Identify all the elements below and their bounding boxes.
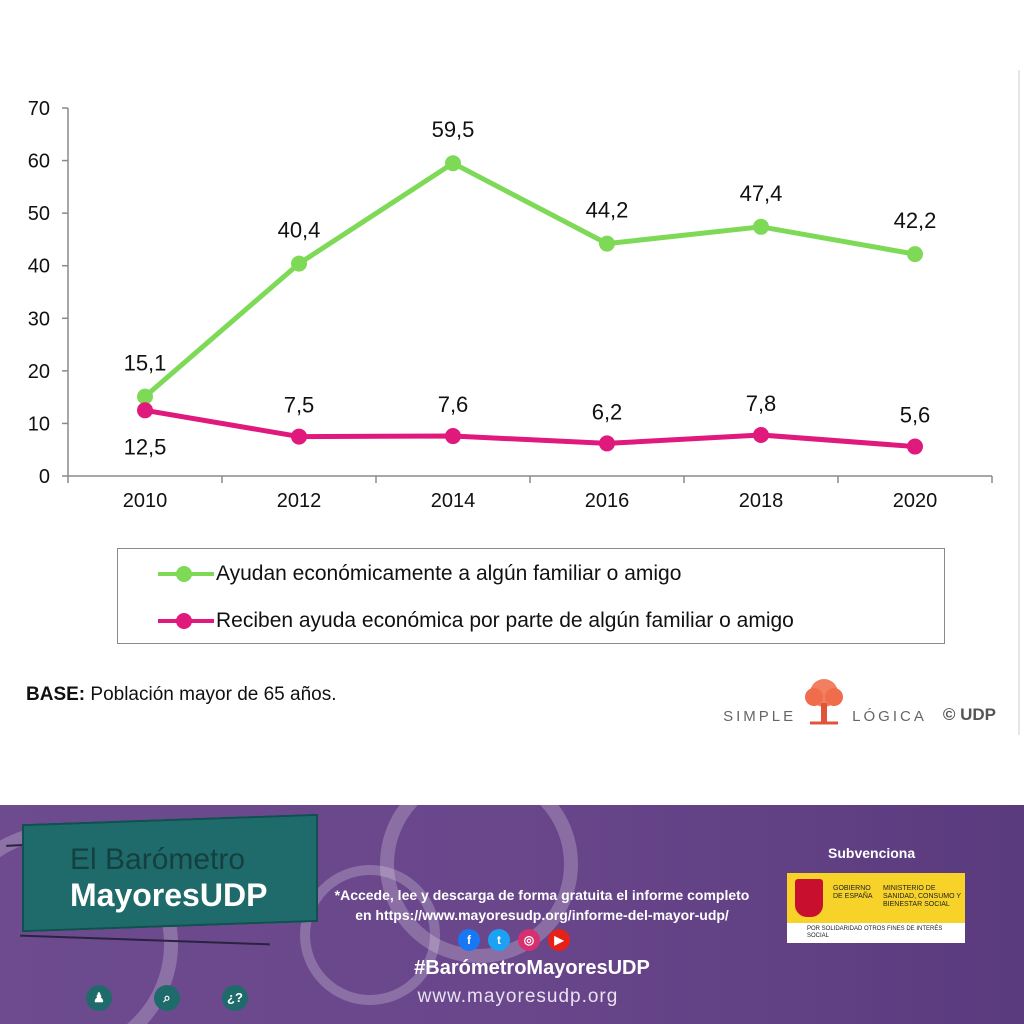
series-2-point — [291, 428, 307, 445]
brand-simple: SIMPLE — [723, 708, 797, 725]
decor-circle-3 — [300, 865, 440, 1005]
brand-logica: LÓGICA — [852, 708, 927, 725]
data-label-series-2: 12,5 — [124, 434, 167, 459]
series-1-point — [445, 155, 461, 172]
data-label-series-1: 40,4 — [278, 218, 321, 243]
data-label-series-1: 47,4 — [740, 181, 783, 206]
legend-item-series-2: Reciben ayuda económica por parte de alg… — [158, 606, 794, 636]
brand-udp: © UDP — [942, 705, 996, 724]
subvenciona-label: Subvenciona — [828, 845, 916, 861]
access-line-1: *Accede, lee y descarga de forma gratuit… — [334, 887, 750, 903]
x-tick-label: 2010 — [123, 490, 168, 512]
instagram-icon[interactable]: ◎ — [518, 929, 540, 951]
y-tick-label: 40 — [28, 256, 50, 278]
logo-title-line1: El Barómetro — [70, 843, 246, 876]
solidaridad-strip: POR SOLIDARIDAD OTROS FINES DE INTERÉS S… — [787, 923, 965, 943]
twitter-icon[interactable]: t — [488, 929, 510, 951]
data-label-series-2: 6,2 — [592, 399, 623, 424]
x-tick-label: 2016 — [585, 490, 630, 512]
data-label-series-2: 7,8 — [746, 391, 777, 416]
series-line-2 — [144, 407, 916, 450]
data-label-series-2: 7,5 — [284, 393, 315, 418]
gov-label: GOBIERNO DE ESPAÑA — [833, 885, 873, 900]
data-label-series-2: 5,6 — [900, 403, 931, 428]
y-tick-label: 70 — [28, 98, 50, 120]
data-label-series-1: 59,5 — [432, 117, 475, 142]
y-tick-label: 10 — [28, 413, 50, 435]
series-2-point — [907, 438, 923, 455]
series-1-point — [291, 255, 307, 272]
legend-label-series-2: Reciben ayuda económica por parte de alg… — [216, 609, 794, 632]
edge-rule — [1018, 70, 1020, 735]
series-1-point — [907, 246, 923, 263]
data-label-series-1: 15,1 — [124, 351, 167, 376]
footer-banner: El Barómetro MayoresUDP ♟ ⌕ ¿? *Accede, … — [0, 805, 1024, 1024]
access-text: *Accede, lee y descarga de forma gratuit… — [312, 885, 772, 925]
x-tick-label: 2018 — [739, 490, 784, 512]
report-link[interactable]: en https://www.mayoresudp.org/informe-de… — [355, 907, 729, 923]
spain-shield-icon — [795, 879, 823, 917]
legend-swatch-series-1 — [158, 562, 214, 586]
hashtag: #BarómetroMayoresUDP — [414, 957, 650, 979]
legend-swatch-series-2 — [158, 609, 214, 633]
data-label-series-2: 7,6 — [438, 392, 469, 417]
help-button[interactable]: ¿? — [222, 985, 248, 1011]
legend-label-series-1: Ayudan económicamente a algún familiar o… — [216, 562, 682, 585]
facebook-icon[interactable]: f — [458, 929, 480, 951]
y-tick-label: 30 — [28, 308, 50, 330]
x-tick-label: 2012 — [277, 490, 322, 512]
base-note: BASE: Población mayor de 65 años. — [26, 684, 337, 705]
ministry-label: MINISTERIO DE SANIDAD, CONSUMO Y BIENEST… — [883, 885, 961, 908]
data-label-series-1: 44,2 — [586, 198, 629, 223]
youtube-icon[interactable]: ▶ — [548, 929, 570, 951]
series-line-1 — [143, 160, 916, 399]
data-label-series-1: 42,2 — [894, 208, 937, 233]
simple-logica-brand: SIMPLE LÓGICA © UDP — [723, 675, 996, 725]
y-tick-label: 60 — [28, 151, 50, 173]
tree-logo-icon — [802, 677, 846, 725]
x-tick-label: 2014 — [431, 490, 476, 512]
y-tick-label: 0 — [39, 466, 50, 488]
logo-title-line2: MayoresUDP — [70, 877, 268, 913]
government-sponsor-logo: GOBIERNO DE ESPAÑA MINISTERIO DE SANIDAD… — [787, 873, 965, 943]
person-button[interactable]: ♟ — [86, 985, 112, 1011]
search-button[interactable]: ⌕ — [154, 985, 180, 1011]
x-tick-label: 2020 — [893, 490, 938, 512]
solidaridad-label: POR SOLIDARIDAD OTROS FINES DE INTERÉS S… — [807, 926, 943, 939]
legend-item-series-1: Ayudan económicamente a algún familiar o… — [158, 559, 681, 589]
chart-legend: Ayudan económicamente a algún familiar o… — [117, 548, 945, 644]
series-2-point — [445, 428, 461, 445]
series-2-point — [599, 435, 615, 452]
series-2-point — [753, 426, 769, 443]
y-tick-label: 50 — [28, 203, 50, 225]
website-link[interactable]: www.mayoresudp.org — [417, 986, 619, 1007]
line-chart: 0 10 20 30 40 50 60 70 2010 2012 2014 2016 2018 2020 1… — [28, 98, 993, 512]
y-tick-label: 20 — [28, 361, 50, 383]
series-1-point — [753, 218, 769, 235]
series-1-point — [137, 388, 153, 405]
series-1-point — [599, 235, 615, 252]
series-2-point — [137, 402, 153, 419]
social-icons: f t ◎ ▶ — [458, 929, 570, 951]
